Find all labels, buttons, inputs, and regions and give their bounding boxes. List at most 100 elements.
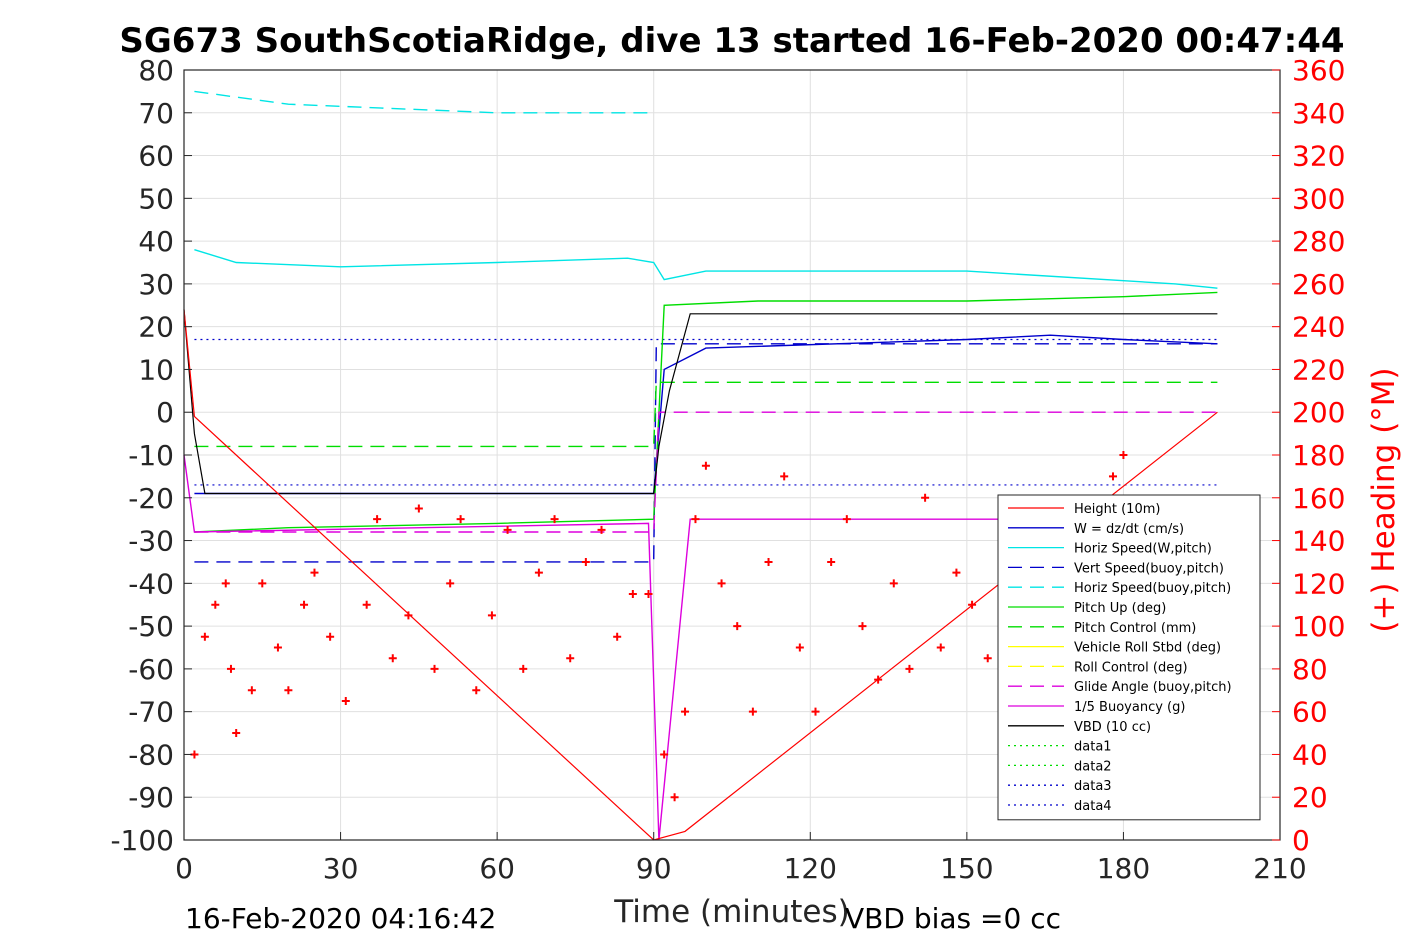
y-tick-label: 0: [156, 396, 174, 429]
heading-marker: [842, 515, 851, 524]
heading-marker: [211, 600, 220, 609]
heading-marker: [456, 515, 465, 524]
heading-marker: [388, 654, 397, 663]
y2-tick-label: 120: [1292, 567, 1345, 600]
y-tick-label: 70: [138, 97, 174, 130]
y-tick-label: -10: [128, 439, 174, 472]
y2-tick-label: 180: [1292, 439, 1345, 472]
legend-label: Pitch Control (mm): [1074, 621, 1196, 636]
heading-marker: [874, 675, 883, 684]
heading-marker: [404, 611, 413, 620]
heading-marker: [717, 579, 726, 588]
y-tick-label: -90: [128, 781, 174, 814]
x-tick-label: 210: [1253, 852, 1306, 885]
heading-marker: [597, 525, 606, 534]
y2-tick-label: 360: [1292, 54, 1345, 87]
legend-label: W = dz/dt (cm/s): [1074, 522, 1184, 537]
heading-marker: [310, 568, 319, 577]
y2-tick-label: 80: [1292, 653, 1328, 686]
legend-label: Height (10m): [1074, 502, 1160, 517]
heading-marker: [258, 579, 267, 588]
heading-marker: [921, 493, 930, 502]
legend-box: [997, 494, 1261, 821]
heading-marker: [1119, 451, 1128, 459]
y2-tick-label: 20: [1292, 781, 1328, 814]
heading-marker: [889, 579, 898, 588]
y-tick-label: -50: [128, 610, 174, 643]
heading-marker: [905, 664, 914, 673]
series-group: [183, 90, 1218, 841]
heading-marker: [300, 600, 309, 609]
heading-marker: [660, 750, 669, 759]
y-tick-label: -20: [128, 482, 174, 515]
heading-marker: [811, 707, 820, 716]
heading-marker: [936, 643, 945, 652]
heading-marker: [326, 632, 335, 641]
y2-tick-label: 40: [1292, 738, 1328, 771]
heading-marker: [430, 664, 439, 673]
heading-marker: [858, 622, 867, 631]
y2-tick-label: 240: [1292, 311, 1345, 344]
legend-label: Glide Angle (buoy,pitch): [1074, 680, 1232, 695]
heading-marker: [226, 664, 235, 673]
heading-marker: [284, 686, 293, 695]
heading-marker: [952, 568, 961, 577]
heading-marker: [221, 579, 230, 588]
y2-tick-label: 320: [1292, 140, 1345, 173]
legend-label: Roll Control (deg): [1074, 660, 1188, 675]
legend-label: data4: [1074, 799, 1112, 814]
heading-marker: [613, 632, 622, 641]
heading-marker: [581, 557, 590, 566]
series-pitch: [194, 291, 1218, 533]
heading-marker: [550, 515, 559, 524]
heading-marker: [247, 686, 256, 695]
y-tick-label: -80: [128, 738, 174, 771]
y-tick-label: -40: [128, 567, 174, 600]
heading-marker: [273, 643, 282, 652]
legend-label: Horiz Speed(W,pitch): [1074, 542, 1212, 557]
y-tick-label: -30: [128, 525, 174, 558]
heading-marker: [748, 707, 757, 716]
legend-label: Horiz Speed(buoy,pitch): [1074, 581, 1231, 596]
y2-tick-label: 220: [1292, 353, 1345, 386]
heading-marker: [691, 515, 700, 524]
y2-tick-label: 60: [1292, 696, 1328, 729]
heading-marker: [232, 729, 241, 738]
y2-tick-label: 0: [1292, 824, 1310, 857]
y-tick-label: 20: [138, 311, 174, 344]
y-tick-label: -70: [128, 696, 174, 729]
y2-axis-label: (+) Heading (°M): [1366, 367, 1402, 632]
heading-marker: [341, 696, 350, 705]
series-vert-speed-buoy: [194, 343, 1218, 563]
y-tick-label: 60: [138, 140, 174, 173]
x-tick-label: 180: [1097, 852, 1150, 885]
heading-marker: [414, 504, 423, 513]
heading-marker: [733, 622, 742, 631]
legend-label: data2: [1074, 759, 1112, 774]
heading-marker: [373, 515, 382, 524]
heading-marker: [446, 579, 455, 588]
legend: Height (10m) W = dz/dt (cm/s) Horiz Speed(…: [997, 494, 1261, 821]
x-axis-label: Time (minutes): [613, 894, 849, 930]
legend-label: data1: [1074, 740, 1112, 755]
series-pitch-control: [194, 381, 1218, 448]
legend-label: Vehicle Roll Stbd (deg): [1074, 641, 1221, 656]
heading-marker: [780, 472, 789, 481]
chart-title: SG673 SouthScotiaRidge, dive 13 started …: [119, 21, 1344, 61]
heading-marker: [362, 600, 371, 609]
y2-tick-label: 140: [1292, 525, 1345, 558]
heading-marker: [795, 643, 804, 652]
series-horiz-speed-w: [194, 249, 1218, 289]
heading-marker: [200, 632, 209, 641]
legend-label: Pitch Up (deg): [1074, 601, 1166, 616]
heading-marker: [534, 568, 543, 577]
x-tick-label: 0: [175, 852, 193, 885]
heading-marker: [628, 590, 637, 599]
series-buoyancy: [183, 454, 1218, 841]
heading-marker: [670, 793, 679, 802]
footer-timestamp: 16-Feb-2020 04:16:42: [185, 902, 496, 935]
y2-tick-label: 100: [1292, 610, 1345, 643]
legend-label: VBD (10 cc): [1074, 720, 1151, 735]
y-tick-label: -100: [110, 824, 174, 857]
